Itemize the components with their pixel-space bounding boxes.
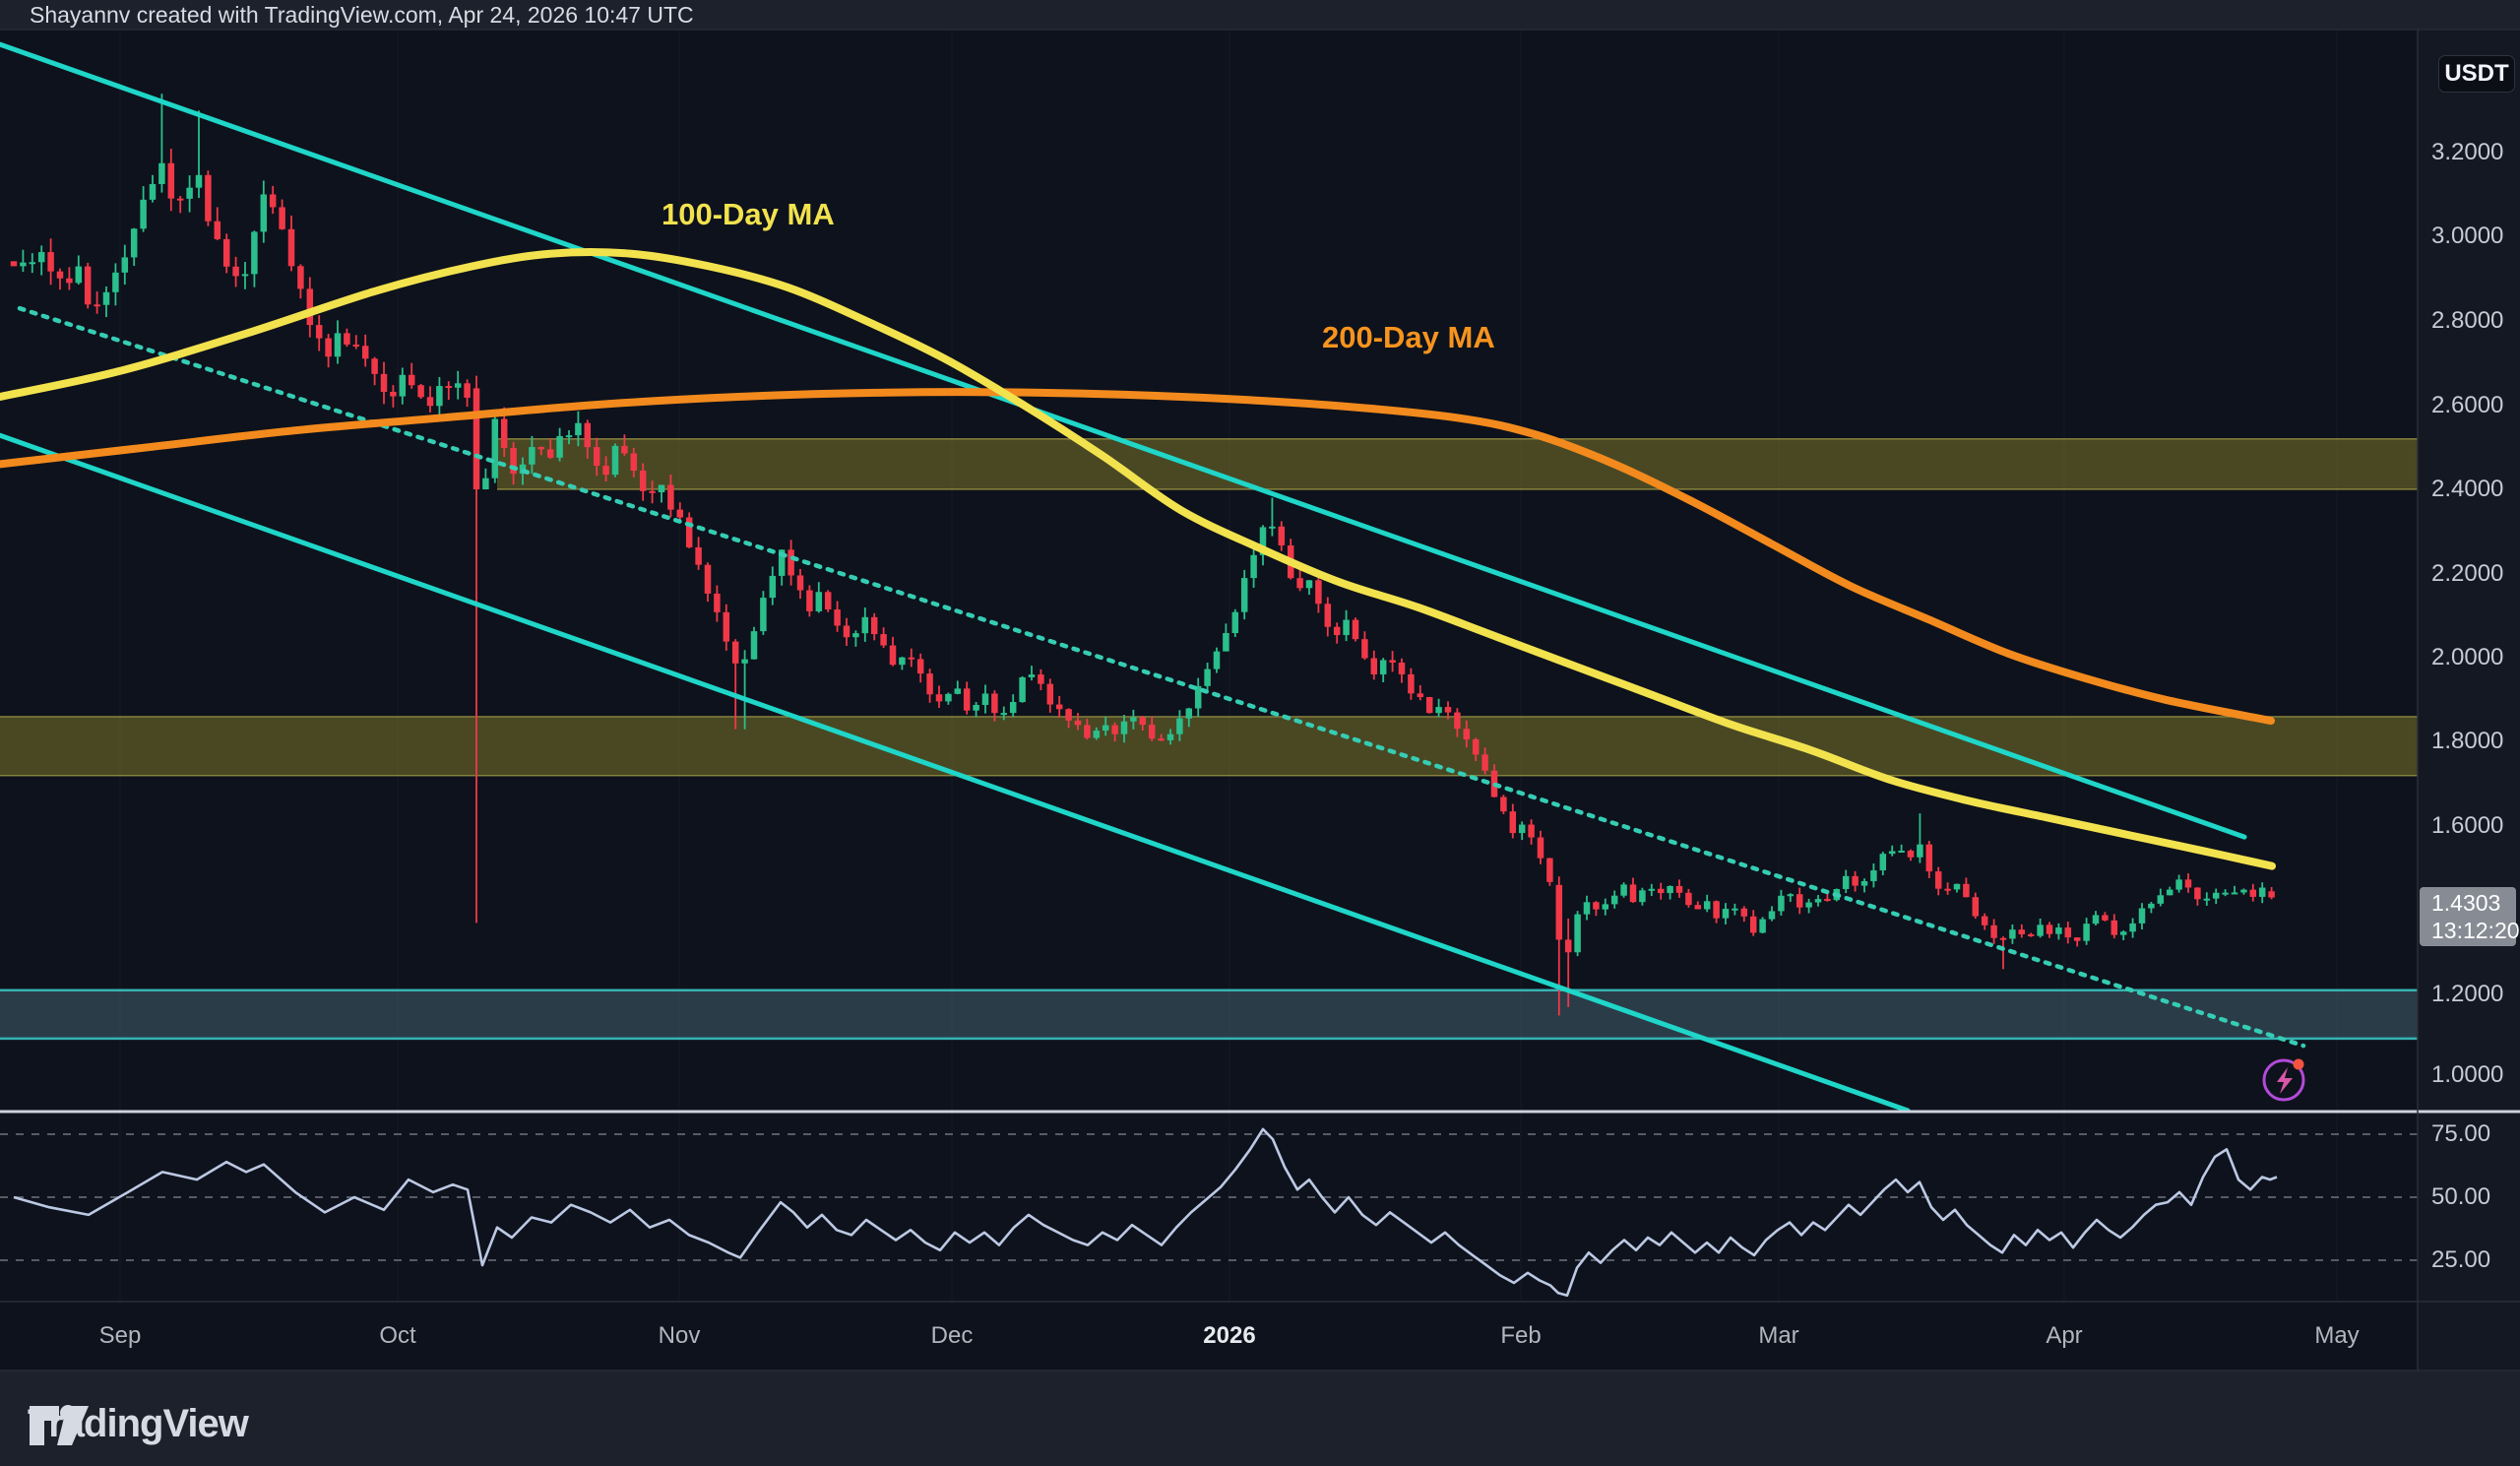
price-axis-label: 1.2000 <box>2431 981 2504 1007</box>
flash-boost-icon[interactable] <box>2262 1058 2305 1102</box>
price-axis-label: 2.6000 <box>2431 392 2504 418</box>
price-axis-label: 3.0000 <box>2431 223 2504 249</box>
time-axis-label-2026: 2026 <box>1203 1322 1256 1349</box>
symbol-badge[interactable]: USDT <box>2438 55 2515 93</box>
price-axis-label: 2.0000 <box>2431 644 2504 670</box>
rsi-line <box>13 1127 2278 1298</box>
time-axis-label-Oct: Oct <box>379 1322 416 1349</box>
price-axis-label: 1.8000 <box>2431 728 2504 754</box>
channel-lower-trendline <box>0 432 1911 1111</box>
tradingview-logo-icon <box>30 1405 89 1445</box>
ma100-line <box>0 248 2276 870</box>
zone-support-1.10-1.21 <box>0 988 2418 1041</box>
time-axis-label-Nov: Nov <box>658 1322 701 1349</box>
price-axis-label: 2.8000 <box>2431 307 2504 334</box>
price-pane <box>0 41 2418 1111</box>
time-axis-label-Dec: Dec <box>930 1322 974 1349</box>
time-axis-label-Mar: Mar <box>1758 1322 1799 1349</box>
time-axis-label-Apr: Apr <box>2046 1322 2083 1349</box>
rsi-axis-label: 25.00 <box>2431 1246 2491 1273</box>
channel-upper-trendline <box>0 41 2247 840</box>
ma100-annotation: 100-Day MA <box>662 197 835 231</box>
zone-support-resistance-1.72-1.86 <box>0 716 2418 777</box>
attribution-text: Shayannv created with TradingView.com, A… <box>30 2 694 28</box>
time-axis-label-Feb: Feb <box>1500 1322 1542 1349</box>
dotted-midline-trendline <box>17 305 2306 1049</box>
candles-layer <box>10 94 2275 1016</box>
tradingview-logo[interactable]: TradingView <box>28 1396 249 1451</box>
rsi-axis-label: 75.00 <box>2431 1120 2491 1147</box>
price-axis-label: 2.4000 <box>2431 476 2504 502</box>
current-price-badge: 1.4303 13:12:20 <box>2420 887 2520 946</box>
ma200-annotation: 200-Day MA <box>1322 320 1495 354</box>
rsi-pane <box>0 1127 2418 1298</box>
zone-resistance-2.40-2.52 <box>497 437 2418 490</box>
rsi-axis-label: 50.00 <box>2431 1183 2491 1210</box>
price-axis-label: 3.2000 <box>2431 139 2504 165</box>
countdown-timer: 13:12:20 <box>2431 918 2520 943</box>
time-axis-label-May: May <box>2314 1322 2360 1349</box>
price-axis-label: 2.2000 <box>2431 560 2504 587</box>
time-axis-label-Sep: Sep <box>98 1322 142 1349</box>
price-axis-label: 1.6000 <box>2431 812 2504 839</box>
current-price-value: 1.4303 <box>2431 890 2501 916</box>
ma200-line <box>0 388 2275 726</box>
price-axis-label: 1.0000 <box>2431 1061 2504 1088</box>
